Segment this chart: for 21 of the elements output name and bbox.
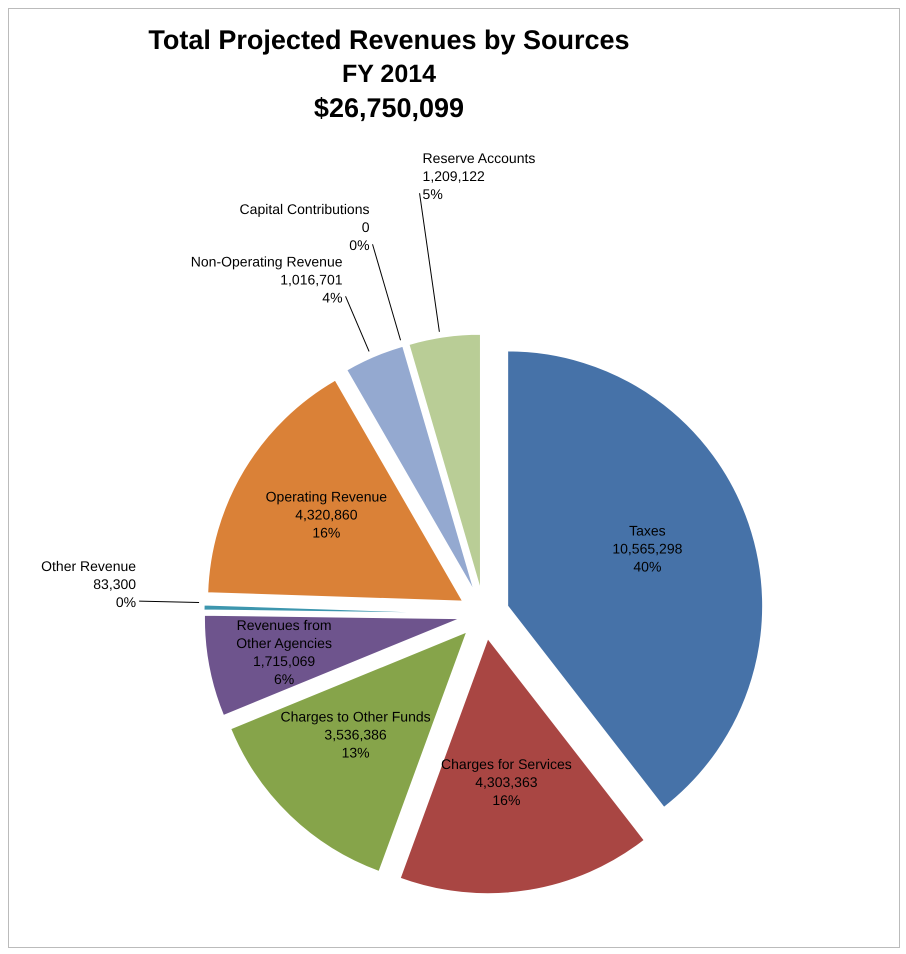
slice-label: Charges to Other Funds (280, 708, 431, 724)
slice-label: Non-Operating Revenue (190, 253, 343, 270)
data-label: 3,536,386 13% (324, 726, 387, 760)
data-label: 83,300 0% (93, 576, 136, 610)
data-label: 1,016,701 4% (280, 271, 343, 306)
slice-label: Other Revenue (41, 558, 136, 574)
data-label: 10,565,298 40% (612, 540, 683, 574)
text: 0 0% (349, 219, 370, 254)
slice-label: Charges for Services (441, 756, 572, 772)
data-label: 4,303,363 16% (475, 774, 538, 808)
chart-subtitle: FY 2014 (340, 60, 438, 89)
text: $26,750,099 (312, 93, 466, 124)
chart-title: Total Projected Revenues by Sources (147, 25, 631, 56)
slice-label: Taxes (629, 522, 666, 538)
data-label: 4,320,860 16% (295, 506, 358, 540)
slice-label: Revenues from Other Agencies (236, 617, 332, 652)
data-label: 1,715,069 6% (252, 653, 316, 688)
slice-label: Reserve Accounts (422, 150, 536, 166)
category-label: Capital Contributions (240, 201, 370, 218)
slice-label: Operating Revenue (266, 488, 388, 504)
data-label: 1,209,122 5% (422, 168, 486, 202)
